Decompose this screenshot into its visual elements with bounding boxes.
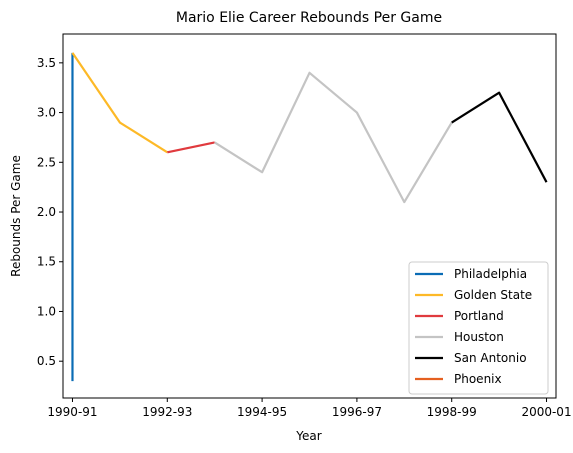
legend-label: San Antonio	[454, 351, 527, 365]
y-tick-label: 2.5	[37, 155, 56, 169]
legend-label: Golden State	[454, 288, 532, 302]
x-axis-label: Year	[295, 429, 321, 443]
x-axis: 1990-91 1992-93 1994-95 1996-97 1998-99 2000-…	[47, 398, 572, 419]
x-tick-label: 1998-99	[427, 405, 477, 419]
x-tick-label: 1994-95	[237, 405, 287, 419]
series-layer	[71, 52, 548, 382]
legend-label: Phoenix	[454, 372, 502, 386]
legend-frame	[408, 261, 549, 395]
y-tick-label: 3.5	[37, 56, 56, 70]
x-tick-label: 1990-91	[47, 405, 97, 419]
chart-title: Mario Elie Career Rebounds Per Game	[176, 10, 442, 26]
x-tick-label: 1996-97	[332, 405, 382, 419]
series-line-portland	[167, 141, 215, 154]
legend: Philadelphia Golden State Portland Houston S…	[408, 261, 549, 395]
y-tick-label: 1.5	[37, 255, 56, 269]
plot-area	[62, 33, 557, 399]
y-tick-label: 3.0	[37, 106, 56, 120]
series-line-san-antonio	[451, 91, 548, 183]
y-tick-label: 0.5	[37, 354, 56, 368]
series-line-golden-state	[71, 52, 168, 154]
y-axis: 0.5 1.0 1.5 2.0 2.5 3.0 3.5	[37, 56, 63, 368]
x-tick-label: 2000-01	[521, 405, 571, 419]
legend-label: Philadelphia	[454, 267, 527, 281]
y-axis-label: Rebounds Per Game	[9, 155, 23, 277]
legend-label: Houston	[454, 330, 504, 344]
y-tick-label: 1.0	[37, 304, 56, 318]
y-tick-label: 2.0	[37, 205, 56, 219]
series-line-houston	[214, 71, 453, 204]
x-tick-label: 1992-93	[142, 405, 192, 419]
legend-label: Portland	[454, 309, 504, 323]
